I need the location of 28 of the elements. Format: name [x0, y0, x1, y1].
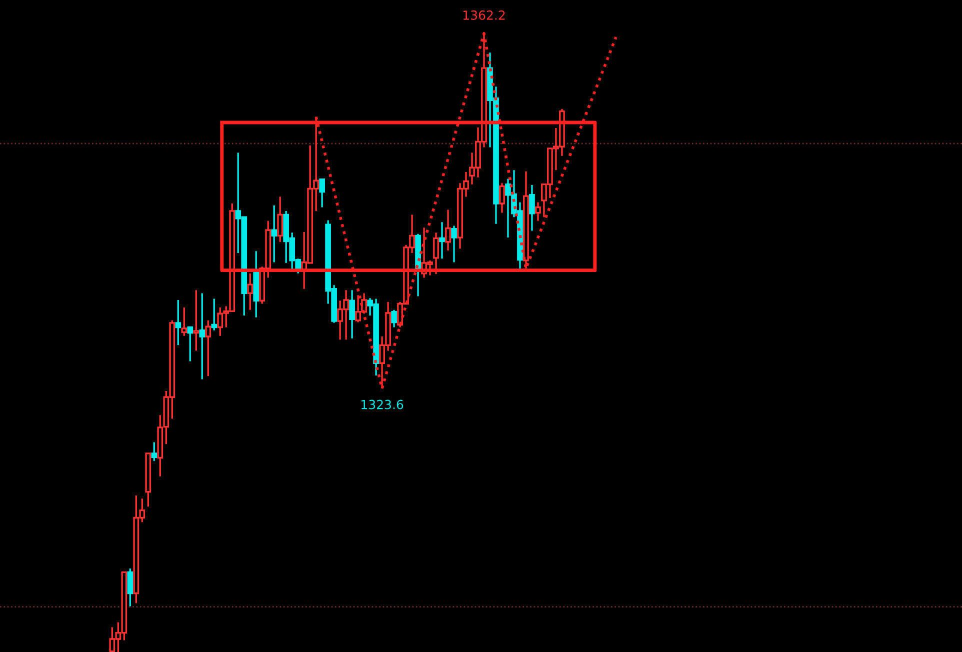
candlestick: [193, 289, 200, 352]
candlestick: [199, 292, 206, 380]
annotation: 1323.6: [362, 400, 404, 410]
candlestick: [187, 326, 194, 362]
candlestick: [499, 182, 505, 214]
candlestick: [205, 320, 212, 377]
annotation: 1362.2: [464, 10, 505, 20]
candlestick: [211, 298, 218, 332]
candlestick: [181, 306, 188, 337]
candlestick: [319, 178, 325, 208]
candlestick: [451, 224, 457, 264]
candlestick: [247, 272, 254, 311]
candlestick: [535, 201, 541, 222]
candlestick: [349, 289, 355, 340]
candlestick: [523, 170, 529, 270]
candlestick: [253, 250, 260, 318]
candlestick: [391, 309, 397, 328]
candlestick: [271, 204, 278, 264]
candlestick: [529, 184, 535, 232]
candlestick: [433, 232, 439, 275]
candlestick: [127, 568, 134, 608]
candlestick: [277, 196, 284, 243]
candlestick: [415, 232, 421, 298]
candlestick: [151, 441, 158, 462]
candlestick: [145, 452, 152, 508]
candlestick: [445, 208, 451, 252]
candlestick: [175, 299, 182, 346]
candlestick: [439, 221, 445, 260]
